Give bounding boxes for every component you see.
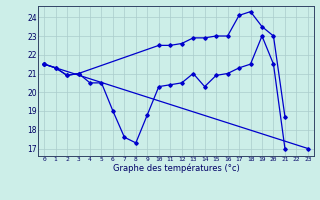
X-axis label: Graphe des températures (°c): Graphe des températures (°c) [113, 164, 239, 173]
